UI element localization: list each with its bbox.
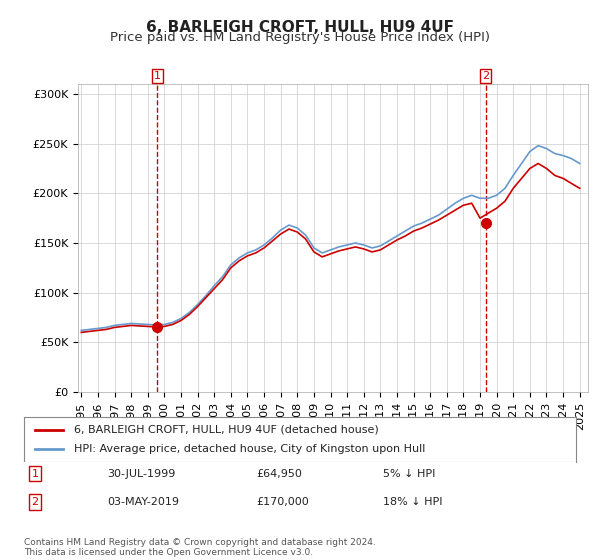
Text: £170,000: £170,000 bbox=[256, 497, 308, 507]
Text: 1: 1 bbox=[154, 71, 161, 81]
Text: £64,950: £64,950 bbox=[256, 469, 302, 479]
Text: 2: 2 bbox=[31, 497, 38, 507]
Text: 6, BARLEIGH CROFT, HULL, HU9 4UF: 6, BARLEIGH CROFT, HULL, HU9 4UF bbox=[146, 20, 454, 35]
Text: 30-JUL-1999: 30-JUL-1999 bbox=[107, 469, 175, 479]
Text: Price paid vs. HM Land Registry's House Price Index (HPI): Price paid vs. HM Land Registry's House … bbox=[110, 31, 490, 44]
Text: Contains HM Land Registry data © Crown copyright and database right 2024.
This d: Contains HM Land Registry data © Crown c… bbox=[24, 538, 376, 557]
Text: 1: 1 bbox=[32, 469, 38, 479]
Text: 2: 2 bbox=[482, 71, 489, 81]
Text: 03-MAY-2019: 03-MAY-2019 bbox=[107, 497, 179, 507]
Text: HPI: Average price, detached house, City of Kingston upon Hull: HPI: Average price, detached house, City… bbox=[74, 445, 425, 455]
Text: 5% ↓ HPI: 5% ↓ HPI bbox=[383, 469, 435, 479]
Text: 18% ↓ HPI: 18% ↓ HPI bbox=[383, 497, 442, 507]
Text: 6, BARLEIGH CROFT, HULL, HU9 4UF (detached house): 6, BARLEIGH CROFT, HULL, HU9 4UF (detach… bbox=[74, 424, 379, 435]
